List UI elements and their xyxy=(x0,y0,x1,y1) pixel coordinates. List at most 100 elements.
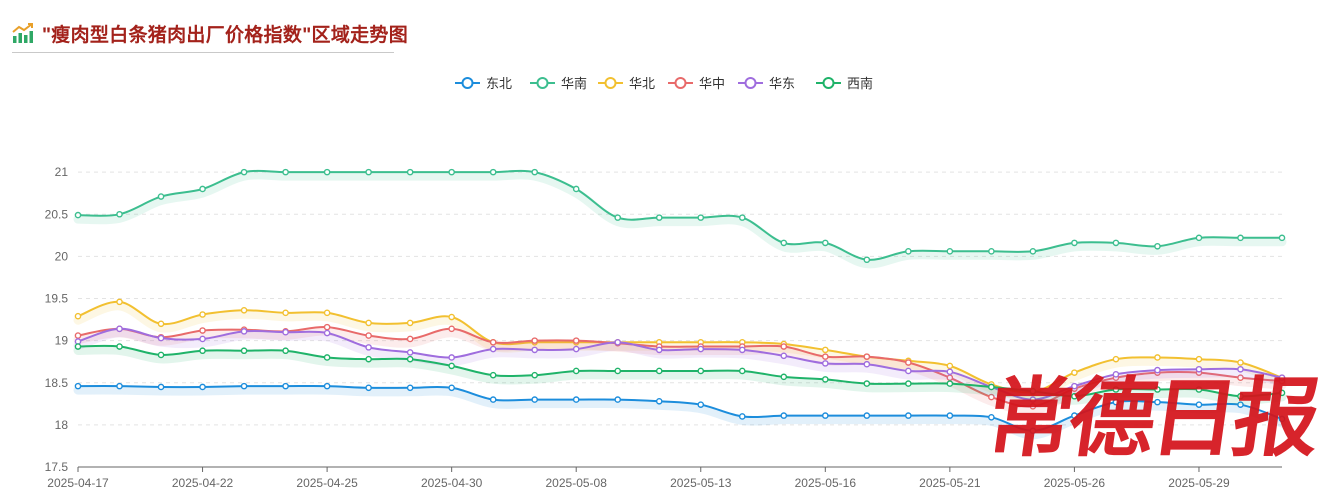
data-point xyxy=(323,354,331,361)
data-point xyxy=(406,168,414,176)
legend[interactable]: 东北 华南 华北 华中 华东 西南 xyxy=(455,76,873,91)
x-tick-label: 2025-04-30 xyxy=(421,476,483,490)
data-point xyxy=(697,401,705,408)
y-tick-label: 19.5 xyxy=(45,292,69,306)
legend-marker xyxy=(744,77,757,89)
data-point xyxy=(448,384,455,392)
data-point xyxy=(1237,374,1244,381)
data-point xyxy=(282,168,289,176)
y-axis: 17.5 18 18.5 19 19.5 20 20.5 21 xyxy=(45,165,69,474)
data-point xyxy=(157,193,165,200)
legend-item-华东[interactable]: 华东 xyxy=(738,76,795,91)
y-tick-label: 18 xyxy=(55,418,69,432)
data-point xyxy=(240,382,248,390)
data-point xyxy=(74,332,82,339)
data-point xyxy=(1071,382,1078,390)
legend-label: 华北 xyxy=(629,76,655,91)
legend-item-华南[interactable]: 华南 xyxy=(530,76,587,91)
data-point xyxy=(572,337,580,344)
legend-item-东北[interactable]: 东北 xyxy=(455,76,512,91)
data-point xyxy=(738,214,746,221)
data-point xyxy=(406,319,414,327)
data-point xyxy=(738,346,746,354)
data-point xyxy=(1195,234,1203,242)
series-line xyxy=(77,327,1283,401)
data-point xyxy=(863,353,871,360)
data-point xyxy=(323,323,331,331)
data-point xyxy=(1112,398,1120,406)
data-point xyxy=(157,383,165,391)
legend-item-西南[interactable]: 西南 xyxy=(816,76,873,91)
legend-item-华中[interactable]: 华中 xyxy=(668,76,725,91)
data-point xyxy=(614,214,622,221)
data-point xyxy=(738,367,746,375)
data-point xyxy=(780,412,788,419)
data-point xyxy=(655,214,663,221)
data-point xyxy=(1195,355,1203,363)
data-point xyxy=(1278,234,1286,242)
data-point xyxy=(780,343,788,350)
data-point xyxy=(74,312,82,320)
series-line xyxy=(77,384,1283,432)
data-point xyxy=(1071,369,1078,376)
data-point xyxy=(905,380,912,387)
series-shadow xyxy=(73,328,1287,409)
series-shadow xyxy=(73,385,1287,440)
data-point xyxy=(240,306,248,314)
data-point xyxy=(116,210,123,218)
data-point xyxy=(1278,415,1286,423)
data-point xyxy=(406,335,414,343)
series-line xyxy=(77,300,1283,394)
data-point xyxy=(1195,365,1203,373)
data-point xyxy=(988,248,995,255)
data-point xyxy=(531,337,538,344)
data-point xyxy=(1029,387,1037,395)
chart-header: "瘦肉型白条猪肉出厂价格指数"区域走势图 xyxy=(12,16,408,53)
x-tick-label: 2025-04-17 xyxy=(47,476,109,490)
data-point xyxy=(489,168,497,176)
data-point xyxy=(905,412,912,419)
data-point xyxy=(780,352,788,360)
data-point xyxy=(323,168,331,176)
data-point xyxy=(1029,396,1037,403)
y-tick-label: 17.5 xyxy=(45,460,69,474)
data-point xyxy=(572,185,580,193)
x-tick-label: 2025-04-25 xyxy=(296,476,358,490)
data-point xyxy=(406,349,414,356)
x-tick-label: 2025-05-13 xyxy=(670,476,732,490)
series-shadow xyxy=(73,345,1287,405)
y-tick-label: 20 xyxy=(55,249,69,263)
data-point xyxy=(365,168,372,176)
x-tick-label: 2025-05-29 xyxy=(1168,476,1230,490)
data-point xyxy=(1071,239,1078,247)
data-point xyxy=(116,325,123,333)
data-point xyxy=(988,393,995,401)
data-point xyxy=(489,371,497,379)
data-point xyxy=(1112,239,1120,247)
data-point xyxy=(1154,386,1161,393)
x-tick-label: 2025-05-08 xyxy=(546,476,608,490)
data-point xyxy=(1112,386,1120,393)
data-point xyxy=(282,382,289,390)
data-point xyxy=(1154,366,1161,374)
data-point xyxy=(1112,355,1120,363)
data-point xyxy=(157,320,165,328)
data-point xyxy=(1029,427,1037,435)
data-point xyxy=(365,332,372,339)
watermark-text: 常德日报 xyxy=(995,369,1325,469)
legend-label: 华中 xyxy=(699,76,725,91)
data-point xyxy=(905,367,912,375)
data-point xyxy=(1029,403,1037,410)
legend-label: 华南 xyxy=(561,76,587,91)
data-point xyxy=(489,396,497,403)
data-point xyxy=(116,382,123,390)
data-point xyxy=(1071,412,1078,419)
data-point xyxy=(323,382,331,390)
data-point xyxy=(1071,392,1078,400)
line-chart-icon xyxy=(12,23,33,43)
data-point xyxy=(531,371,538,379)
data-point xyxy=(1112,371,1120,378)
series-华南 xyxy=(73,168,1287,269)
legend-item-华北[interactable]: 华北 xyxy=(598,76,655,91)
data-point xyxy=(199,327,206,334)
